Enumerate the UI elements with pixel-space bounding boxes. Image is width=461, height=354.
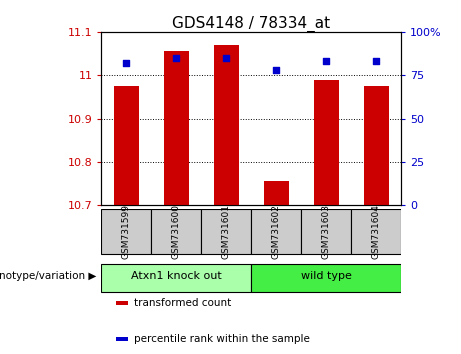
Title: GDS4148 / 78334_at: GDS4148 / 78334_at: [172, 16, 331, 32]
Bar: [116, 337, 128, 341]
Bar: [101, 263, 251, 292]
Bar: [151, 209, 201, 255]
Bar: [301, 209, 351, 255]
Point: [123, 60, 130, 66]
Bar: [364, 86, 389, 205]
Point: [172, 55, 180, 61]
Point: [322, 58, 330, 64]
Text: transformed count: transformed count: [135, 298, 231, 308]
Bar: [214, 45, 239, 205]
Point: [223, 55, 230, 61]
Bar: [313, 80, 339, 205]
Bar: [251, 263, 401, 292]
Point: [272, 67, 280, 73]
Bar: [116, 301, 128, 306]
Text: genotype/variation ▶: genotype/variation ▶: [0, 271, 97, 281]
Text: GSM731601: GSM731601: [222, 204, 231, 259]
Text: GSM731603: GSM731603: [322, 204, 331, 259]
Text: GSM731599: GSM731599: [122, 204, 131, 259]
Bar: [201, 209, 251, 255]
Text: percentile rank within the sample: percentile rank within the sample: [135, 334, 310, 344]
Bar: [351, 209, 401, 255]
Point: [372, 58, 380, 64]
Text: GSM731602: GSM731602: [272, 204, 281, 259]
Bar: [101, 209, 151, 255]
Bar: [114, 86, 139, 205]
Bar: [251, 209, 301, 255]
Text: wild type: wild type: [301, 271, 352, 281]
Bar: [264, 182, 289, 205]
Text: GSM731600: GSM731600: [172, 204, 181, 259]
Text: Atxn1 knock out: Atxn1 knock out: [131, 271, 222, 281]
Text: GSM731604: GSM731604: [372, 204, 381, 259]
Bar: [164, 51, 189, 205]
